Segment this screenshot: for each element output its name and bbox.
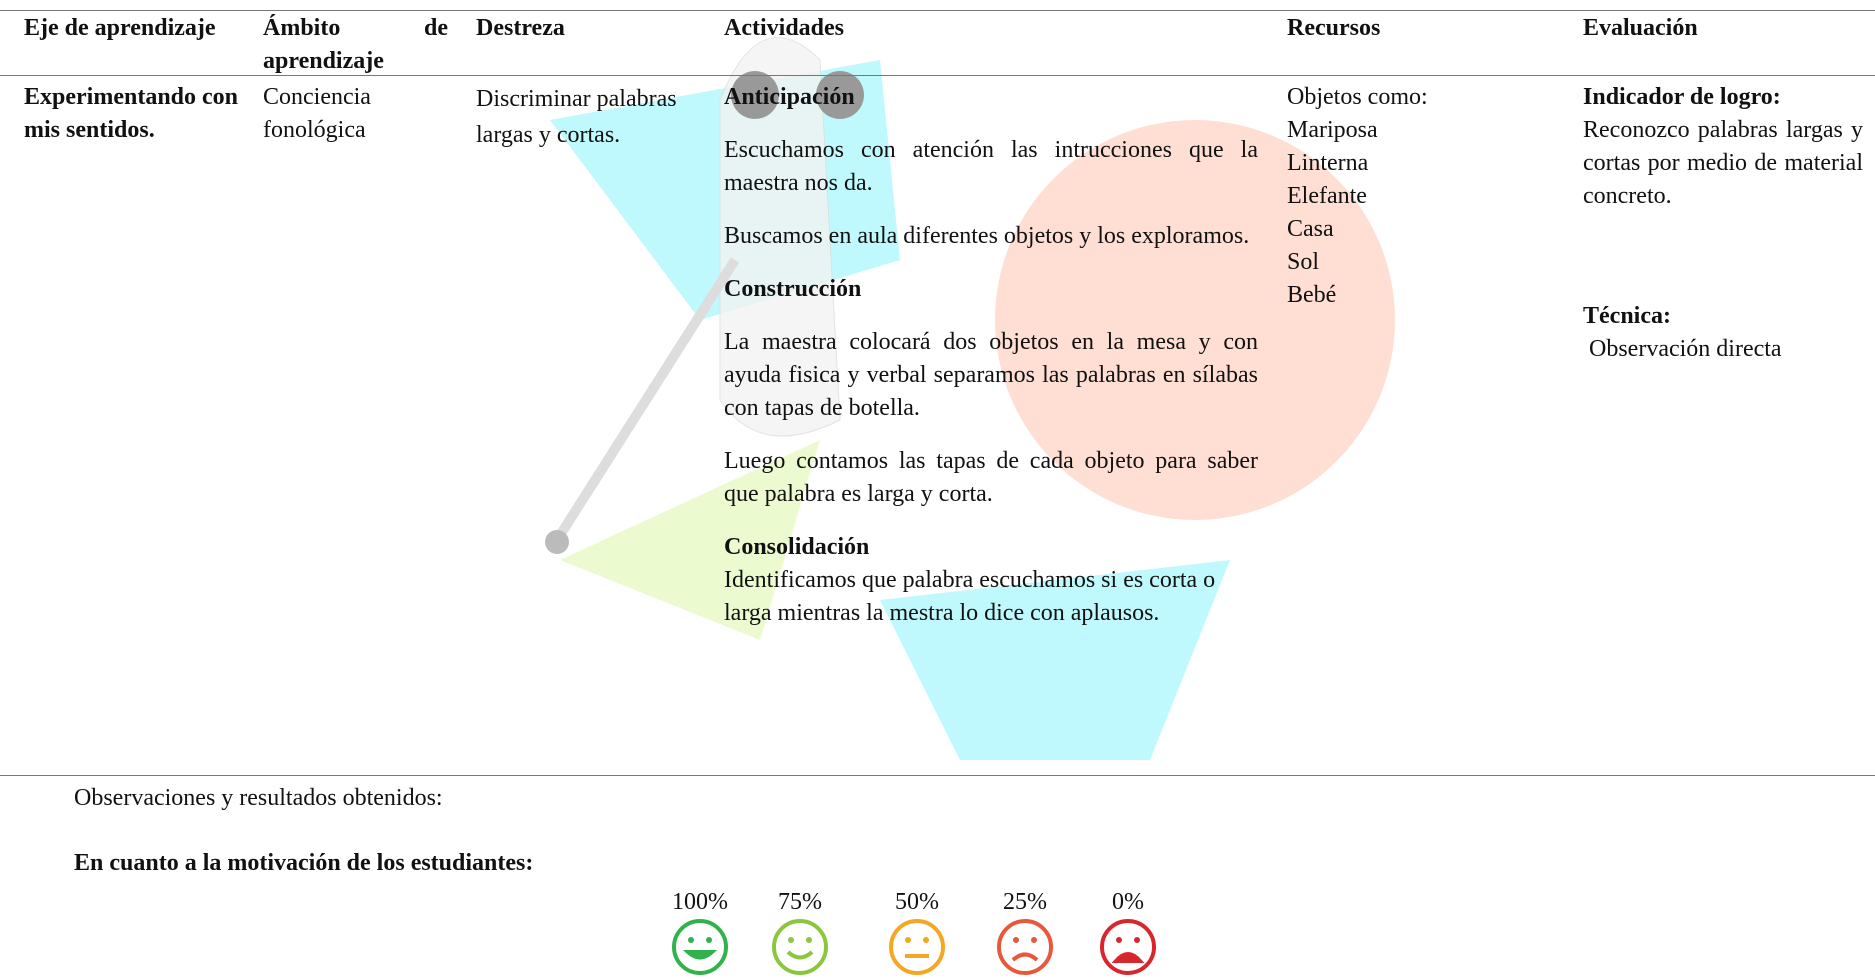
destreza: Discriminar palabras largas y cortas. [476, 86, 677, 148]
scale-label: 0% [1112, 889, 1144, 915]
recurso: Sol [1287, 249, 1320, 275]
header-cell: Actividades [724, 15, 844, 41]
scale-label: 75% [778, 889, 822, 915]
activity-text: Escuchamos con atención las intrucciones… [724, 137, 1258, 196]
rule [0, 775, 1875, 776]
motivacion: En cuanto a la motivación de los estudia… [74, 850, 534, 876]
face [672, 919, 1156, 975]
activity-text: Identificamos que palabra escuchamos si … [724, 567, 1216, 626]
rule [0, 10, 1875, 11]
activity-text: La maestra colocará dos objetos en la me… [724, 329, 1258, 421]
recurso: Elefante [1287, 183, 1367, 209]
header-cell: Eje de aprendizaje [24, 15, 216, 41]
activity-text: Luego contamos las tapas de cada objeto … [724, 448, 1258, 507]
activity-heading: Anticipación [724, 84, 855, 110]
activity-text: Buscamos en aula diferentes objetos y lo… [724, 223, 1250, 249]
recurso: Casa [1287, 216, 1334, 242]
indicador-heading: Indicador de logro: [1583, 84, 1781, 110]
header-cell: Ámbito de aprendizaje [263, 15, 448, 74]
recurso: Mariposa [1287, 117, 1378, 143]
header-cell: Evaluación [1583, 15, 1698, 41]
header-cell: Recursos [1287, 15, 1381, 41]
eje: Experimentando con mis sentidos. [24, 84, 239, 143]
tecnica: Observación directa [1589, 336, 1782, 362]
evaluacion: Indicador de logro: Reconozco palabras l… [1583, 81, 1863, 366]
faces [672, 919, 1156, 975]
activity-heading: Construcción [724, 276, 862, 302]
recursos-intro: Objetos como: [1287, 84, 1428, 110]
tecnica-heading: Técnica: [1583, 303, 1671, 329]
observaciones: Observaciones y resultados obtenidos: [74, 785, 443, 811]
scale-label: 100% [672, 889, 728, 915]
ambito: Conciencia fonológica [263, 84, 371, 143]
header-cell: Destreza [476, 15, 565, 41]
recursos: Objetos como: Mariposa Linterna Elefante Cas… [1287, 81, 1517, 312]
scale-label: 50% [895, 889, 939, 915]
recurso: Linterna [1287, 150, 1369, 176]
indicador: Reconozco palabras largas y cortas por m… [1583, 117, 1863, 209]
scale-label: 25% [1003, 889, 1047, 915]
recurso: Bebé [1287, 282, 1337, 308]
actividades: Anticipación Escuchamos con atención las … [724, 81, 1258, 650]
activity-heading: Consolidación [724, 534, 870, 560]
rule [0, 75, 1875, 76]
